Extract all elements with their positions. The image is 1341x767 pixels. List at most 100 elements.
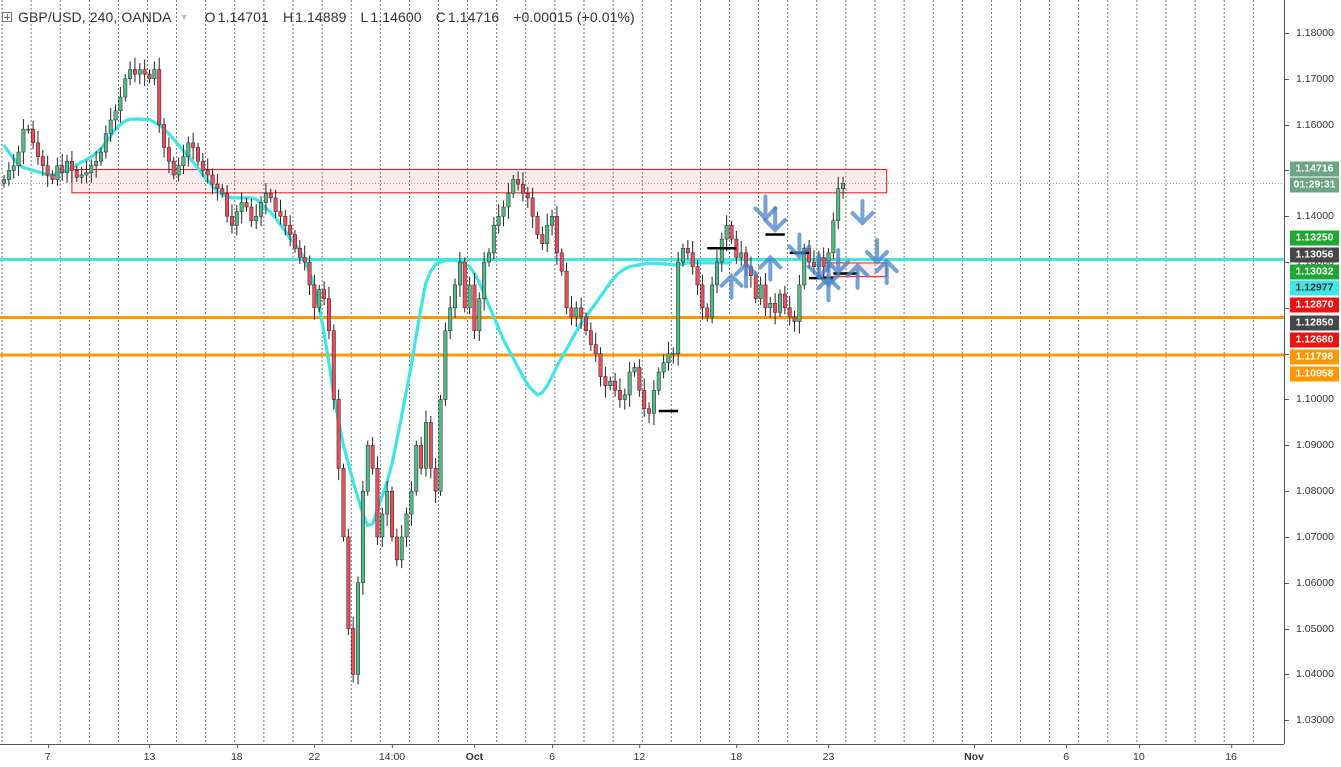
candle[interactable] <box>511 174 516 198</box>
candle[interactable] <box>94 151 99 178</box>
candle[interactable] <box>45 155 50 187</box>
candle[interactable] <box>65 154 69 183</box>
candle[interactable] <box>399 525 404 569</box>
candle[interactable] <box>331 324 336 410</box>
candle[interactable] <box>278 199 283 225</box>
candle[interactable] <box>608 376 613 391</box>
candle[interactable] <box>74 165 79 182</box>
candle[interactable] <box>79 166 84 184</box>
candle[interactable] <box>618 378 622 408</box>
candle[interactable] <box>472 273 477 340</box>
candle[interactable] <box>579 297 584 329</box>
candle[interactable] <box>327 286 331 340</box>
arrow-annotation[interactable] <box>753 194 778 222</box>
candle[interactable] <box>501 200 506 227</box>
candle[interactable] <box>627 361 632 407</box>
candle[interactable] <box>142 59 147 87</box>
candle[interactable] <box>196 142 200 166</box>
candle[interactable] <box>133 57 137 83</box>
candle[interactable] <box>656 367 661 395</box>
candle[interactable] <box>191 132 196 160</box>
candle[interactable] <box>841 176 845 199</box>
candle[interactable] <box>21 119 26 164</box>
candle[interactable] <box>128 61 133 86</box>
candle[interactable] <box>419 437 424 475</box>
candle[interactable] <box>341 463 346 542</box>
candle[interactable] <box>322 281 327 306</box>
candle[interactable] <box>574 301 579 328</box>
candle[interactable] <box>690 240 695 275</box>
candle[interactable] <box>787 295 792 326</box>
candle[interactable] <box>210 168 215 195</box>
candle[interactable] <box>2 174 6 188</box>
chevron-down-icon[interactable]: ▼ <box>179 12 189 22</box>
candle[interactable] <box>283 209 288 236</box>
candle[interactable] <box>254 204 259 230</box>
candle[interactable] <box>448 295 453 340</box>
candle[interactable] <box>661 354 666 379</box>
candle[interactable] <box>550 209 554 236</box>
candle[interactable] <box>778 289 782 318</box>
arrow-annotation[interactable] <box>816 275 841 303</box>
candle[interactable] <box>525 186 530 208</box>
resistance-zone[interactable] <box>71 168 888 194</box>
candle[interactable] <box>390 486 394 542</box>
candle[interactable] <box>113 104 118 131</box>
candle[interactable] <box>414 440 419 496</box>
candle[interactable] <box>540 226 545 251</box>
arrow-annotation[interactable] <box>763 205 788 233</box>
candle[interactable] <box>31 120 36 150</box>
candle[interactable] <box>559 248 564 276</box>
candle[interactable] <box>171 156 176 180</box>
candle[interactable] <box>477 292 482 341</box>
candle[interactable] <box>666 341 671 372</box>
candle[interactable] <box>108 108 113 142</box>
candle[interactable] <box>831 212 836 260</box>
candle[interactable] <box>647 402 651 424</box>
candle[interactable] <box>681 243 685 267</box>
candle[interactable] <box>467 276 472 315</box>
candle[interactable] <box>705 303 710 322</box>
candle[interactable] <box>409 481 414 526</box>
candle[interactable] <box>632 362 637 377</box>
symbol-title[interactable]: GBP/USD, 240, OANDA <box>18 9 172 25</box>
candle[interactable] <box>768 296 773 318</box>
candle[interactable] <box>137 63 142 85</box>
candle[interactable] <box>385 481 390 526</box>
candle[interactable] <box>564 262 569 315</box>
arrow-annotation[interactable] <box>850 199 875 226</box>
candle[interactable] <box>11 153 16 179</box>
candle[interactable] <box>89 159 94 183</box>
candle[interactable] <box>200 152 205 177</box>
candle[interactable] <box>103 125 108 159</box>
candle[interactable] <box>230 204 234 234</box>
candle[interactable] <box>84 160 89 184</box>
time-axis[interactable]: 7 13 18 22 14:00 Oct 6 12 18 23 Nov 6 10 16 <box>0 744 1284 767</box>
candle[interactable] <box>225 185 230 223</box>
candle[interactable] <box>302 245 307 271</box>
candle[interactable] <box>598 347 603 387</box>
candle[interactable] <box>55 157 60 186</box>
candle[interactable] <box>773 293 778 325</box>
candle[interactable] <box>244 197 249 212</box>
arrow-annotation[interactable] <box>719 272 744 300</box>
candle[interactable] <box>370 437 375 475</box>
arrow-annotation[interactable] <box>874 258 899 286</box>
candle[interactable] <box>729 220 734 244</box>
candle[interactable] <box>719 232 724 273</box>
candle[interactable] <box>535 211 540 240</box>
candle[interactable] <box>394 528 399 567</box>
candle[interactable] <box>651 380 656 426</box>
candle[interactable] <box>715 250 719 294</box>
candle[interactable] <box>491 217 496 260</box>
candle[interactable] <box>312 274 317 320</box>
candle[interactable] <box>220 184 225 198</box>
candle[interactable] <box>249 198 254 228</box>
candle[interactable] <box>710 276 715 324</box>
candle[interactable] <box>521 172 525 202</box>
candle[interactable] <box>239 192 244 224</box>
candle[interactable] <box>428 415 433 479</box>
candle[interactable] <box>516 171 521 191</box>
candle[interactable] <box>26 124 31 134</box>
candle[interactable] <box>637 359 642 397</box>
